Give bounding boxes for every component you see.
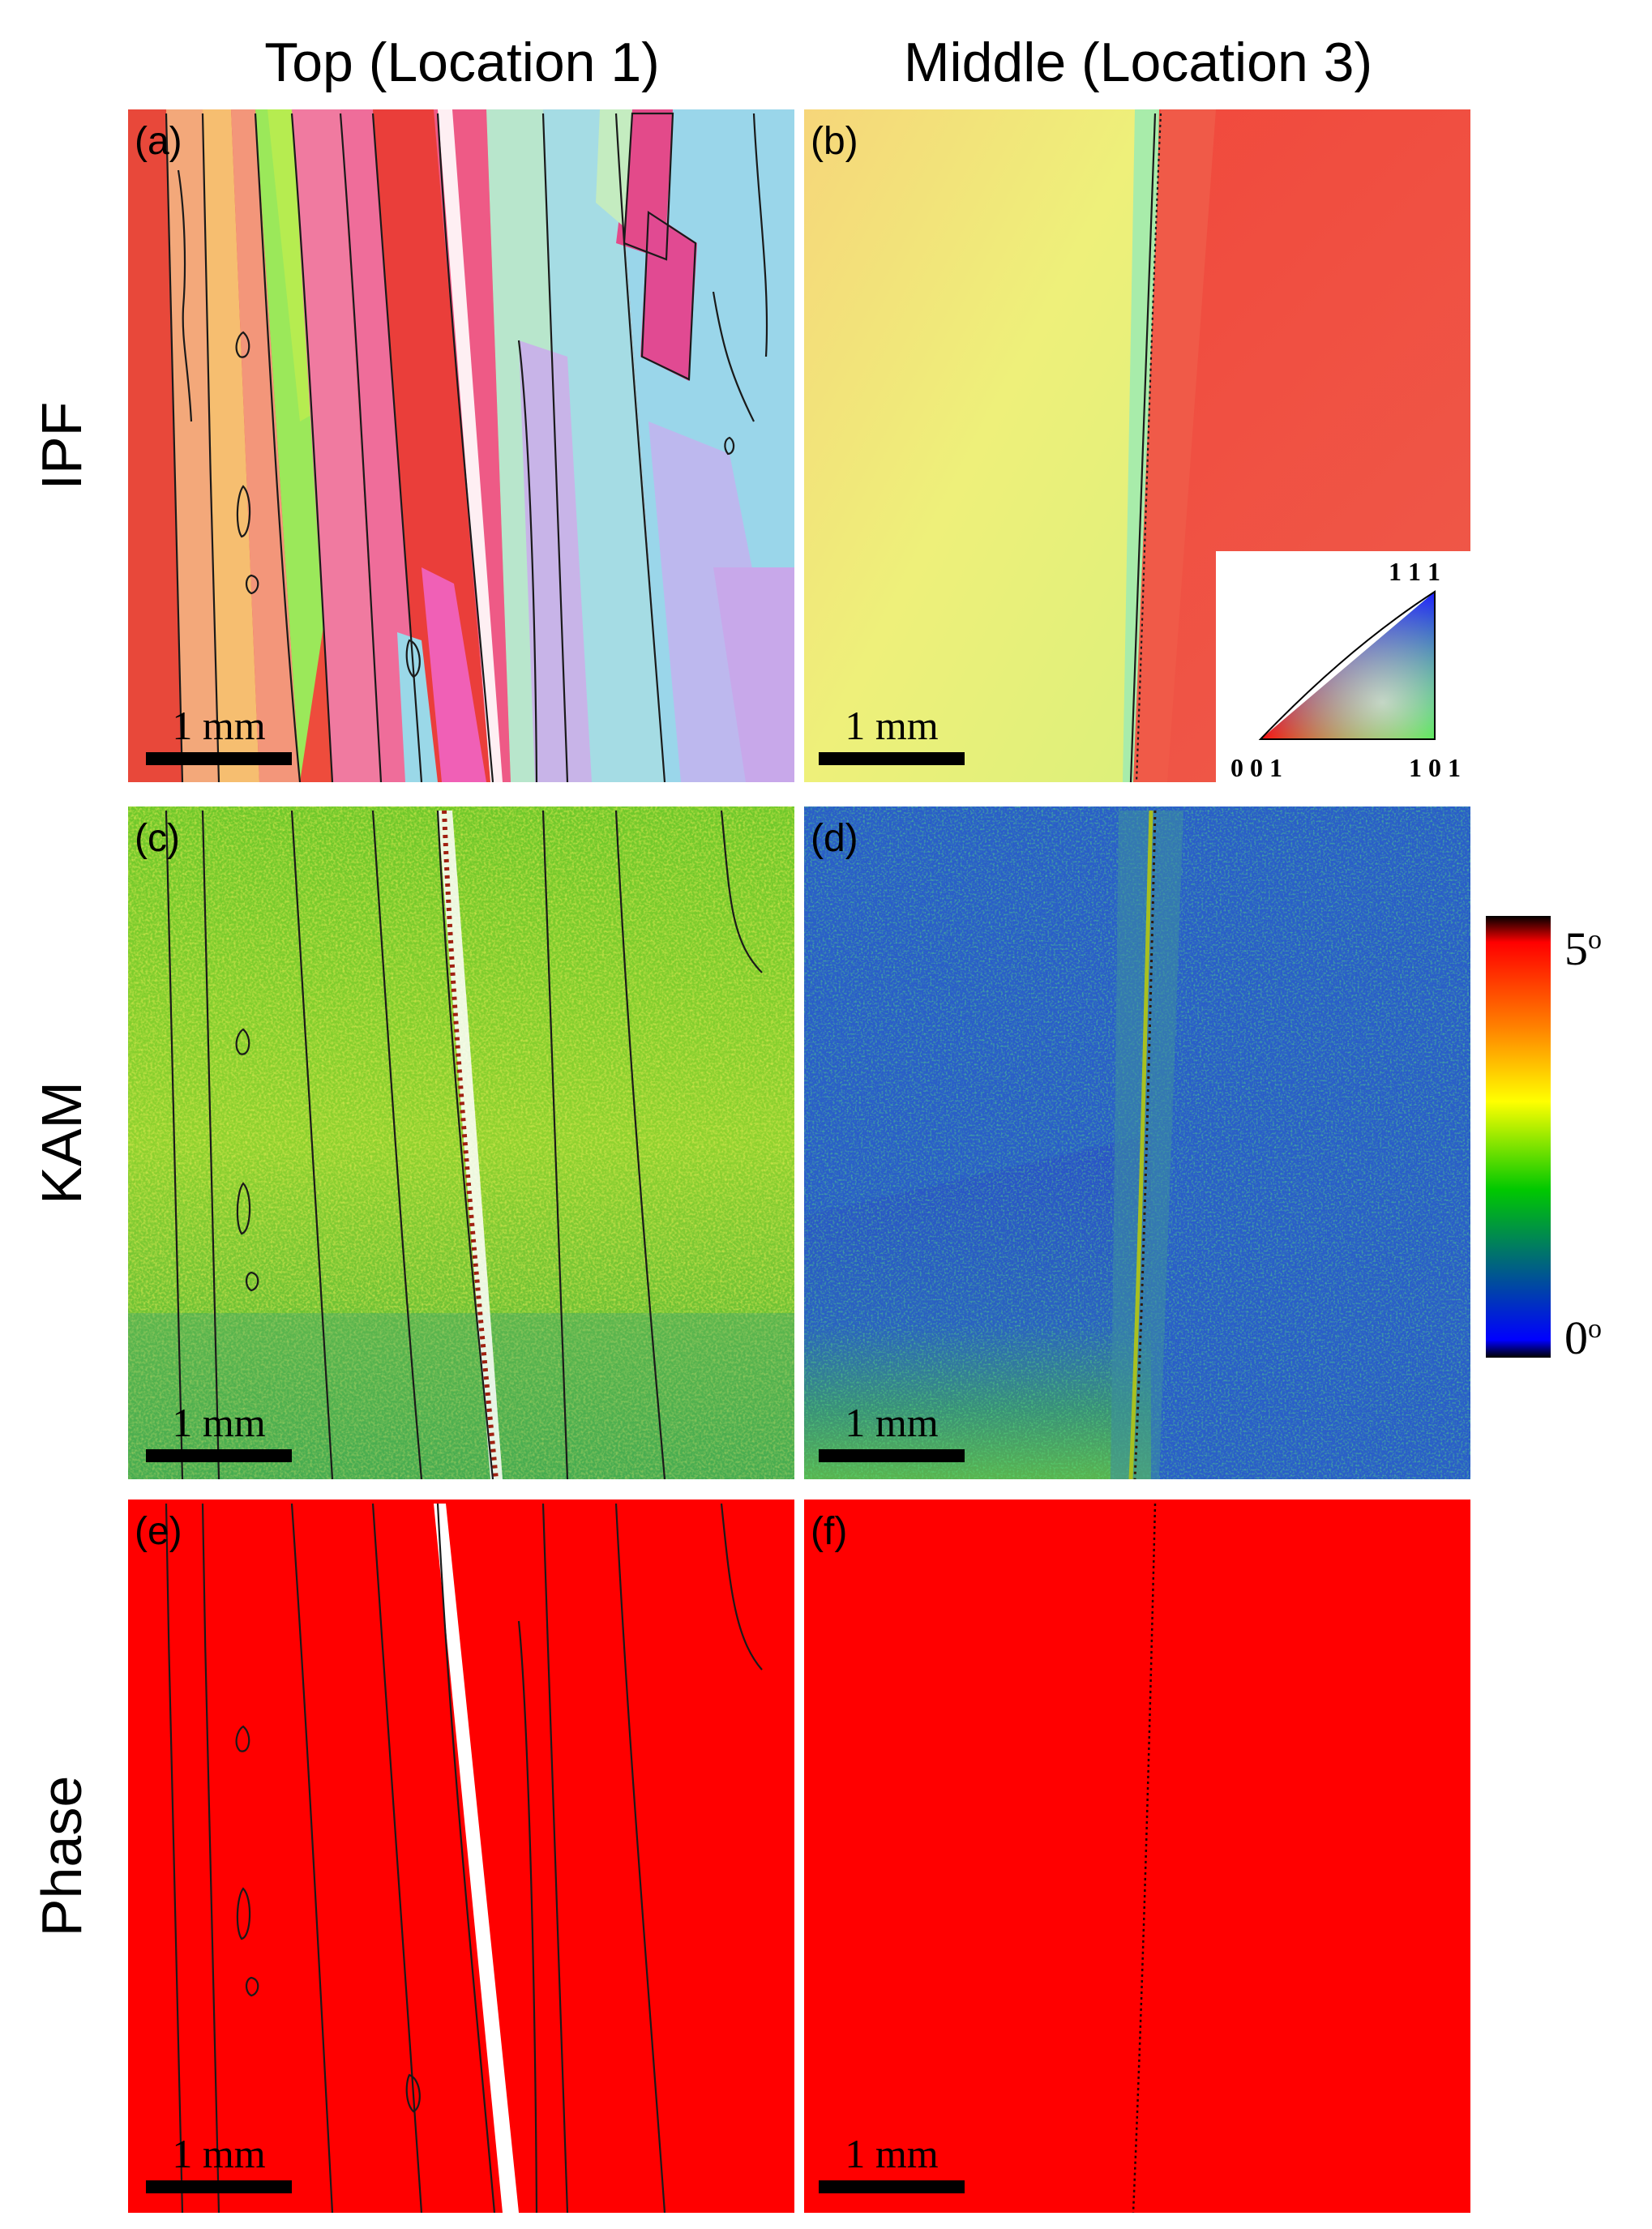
ipf-map-middle [804, 109, 1470, 782]
scale-bar-label-c: 1 mm [172, 1400, 265, 1445]
ipf-color-key: 1 1 1 0 0 1 1 0 1 [1216, 551, 1475, 786]
scale-bar-d: 1 mm [819, 1400, 965, 1462]
scale-bar-a: 1 mm [146, 703, 292, 765]
panel-label-a: (a) [135, 120, 182, 163]
scale-bar-label-a: 1 mm [172, 703, 265, 748]
ipf-label-001: 0 0 1 [1230, 753, 1282, 782]
phase-map-middle [804, 1500, 1470, 2213]
kam-colorbar-gradient [1486, 916, 1551, 1358]
kam-colorbar: 5o 0o [1486, 916, 1602, 1364]
panel-label-b: (b) [811, 120, 858, 163]
panel-label-d: (d) [811, 817, 858, 860]
panel-label-c: (c) [135, 817, 180, 860]
kam-colorbar-max-label: 5o [1564, 922, 1602, 975]
row-title-ipf: IPF [30, 402, 93, 490]
kam-colorbar-min-label: 0o [1564, 1311, 1602, 1364]
scale-bar-label-e: 1 mm [172, 2131, 265, 2176]
scale-bar-f: 1 mm [819, 2131, 965, 2193]
scale-bar-e: 1 mm [146, 2131, 292, 2193]
scale-bar-label-d: 1 mm [845, 1400, 938, 1445]
scale-bar-c: 1 mm [146, 1400, 292, 1462]
scale-bar-label-b: 1 mm [845, 703, 938, 748]
scale-bar-b: 1 mm [819, 703, 965, 765]
column-title-top: Top (Location 1) [264, 32, 660, 93]
row-title-phase: Phase [30, 1776, 93, 1936]
panel-label-e: (e) [135, 1510, 182, 1553]
scale-bar-label-f: 1 mm [845, 2131, 938, 2176]
column-title-middle: Middle (Location 3) [904, 32, 1372, 93]
ipf-map-top [128, 109, 794, 782]
kam-map-middle [804, 806, 1470, 1479]
ipf-label-101: 1 0 1 [1409, 753, 1461, 782]
kam-map-top [128, 806, 794, 1479]
ipf-label-111: 1 1 1 [1389, 557, 1440, 586]
row-title-kam: KAM [30, 1081, 93, 1204]
panel-label-f: (f) [811, 1510, 847, 1553]
phase-map-top [128, 1500, 794, 2213]
